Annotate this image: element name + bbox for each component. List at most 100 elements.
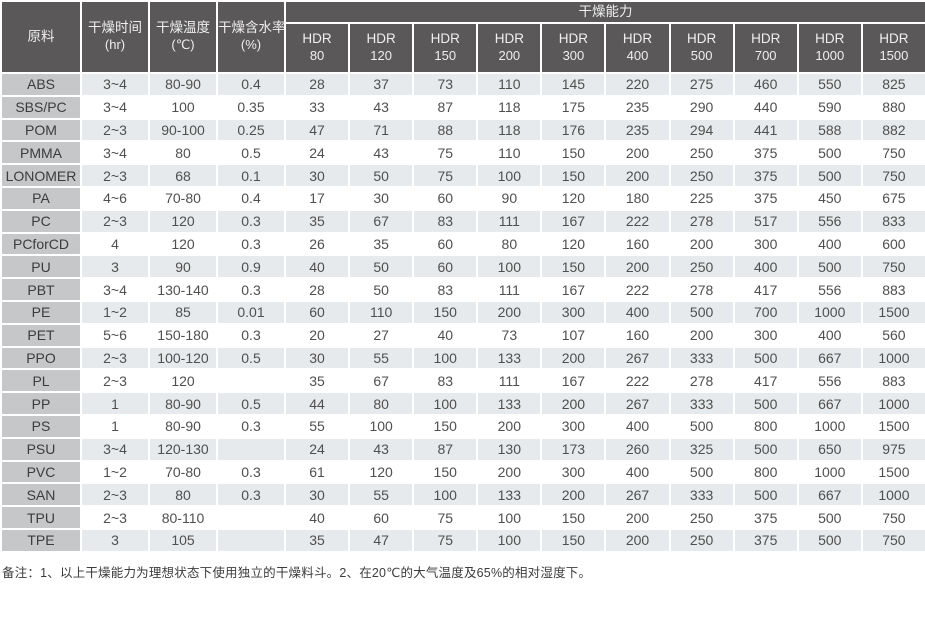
column-header-material: 原料 bbox=[0, 0, 82, 74]
drying-time-cell: 2~3 bbox=[80, 368, 150, 394]
hdr-size: 500 bbox=[690, 48, 713, 64]
material-cell: PS bbox=[0, 413, 82, 439]
capacity-cell-hdr-1500: 750 bbox=[860, 505, 925, 530]
capacity-cell-hdr-120: 55 bbox=[348, 482, 415, 508]
drying-temp-label: 干燥温度 bbox=[156, 20, 210, 36]
capacity-cell-hdr-120: 80 bbox=[348, 391, 415, 416]
hdr-label: HDR bbox=[430, 31, 460, 47]
capacity-cell-hdr-400: 220 bbox=[604, 72, 671, 97]
drying-time-cell: 3~4 bbox=[80, 140, 150, 166]
column-header-hdr-200: HDR 200 bbox=[476, 22, 543, 74]
moisture-cell: 0.01 bbox=[216, 299, 286, 325]
drying-temp-cell: 90-100 bbox=[148, 117, 218, 143]
capacity-cell-hdr-700: 440 bbox=[732, 94, 799, 120]
hdr-size: 300 bbox=[562, 48, 585, 64]
capacity-cell-hdr-500: 250 bbox=[668, 505, 735, 530]
capacity-cell-hdr-1500: 880 bbox=[860, 94, 925, 120]
capacity-cell-hdr-120: 43 bbox=[348, 94, 415, 120]
moisture-cell: 0.3 bbox=[216, 322, 286, 348]
capacity-cell-hdr-300: 167 bbox=[540, 208, 607, 234]
drying-time-cell: 2~3 bbox=[80, 345, 150, 371]
capacity-cell-hdr-120: 50 bbox=[348, 254, 415, 280]
moisture-cell bbox=[216, 368, 286, 394]
capacity-cell-hdr-120: 43 bbox=[348, 436, 415, 462]
capacity-cell-hdr-700: 375 bbox=[732, 527, 799, 553]
column-header-hdr-1500: HDR 1500 bbox=[860, 22, 925, 74]
capacity-cell-hdr-1500: 833 bbox=[860, 208, 925, 234]
capacity-cell-hdr-500: 275 bbox=[668, 72, 735, 97]
hdr-size: 80 bbox=[309, 48, 325, 64]
capacity-cell-hdr-80: 24 bbox=[283, 140, 351, 166]
moisture-cell: 0.4 bbox=[216, 72, 286, 97]
capacity-cell-hdr-200: 200 bbox=[476, 299, 543, 325]
table-row-pu: PU 3 90 0.9 40 50 60 100 150 200 250 400 500 750 bbox=[0, 254, 925, 280]
moisture-cell: 0.3 bbox=[216, 277, 286, 302]
capacity-cell-hdr-700: 375 bbox=[732, 185, 799, 211]
capacity-cell-hdr-200: 130 bbox=[476, 436, 543, 462]
capacity-cell-hdr-700: 500 bbox=[732, 391, 799, 416]
capacity-cell-hdr-150: 100 bbox=[412, 482, 479, 508]
table-row-ppo: PPO 2~3 100-120 0.5 30 55 100 133 200 267 333 500 66… bbox=[0, 345, 925, 371]
capacity-cell-hdr-500: 290 bbox=[668, 94, 735, 120]
capacity-cell-hdr-1000: 667 bbox=[796, 345, 863, 371]
table-row-tpe: TPE 3 105 35 47 75 100 150 200 250 375 500 750 bbox=[0, 527, 925, 553]
capacity-cell-hdr-1000: 590 bbox=[796, 94, 863, 120]
capacity-cell-hdr-150: 87 bbox=[412, 436, 479, 462]
drying-temp-cell: 150-180 bbox=[148, 322, 218, 348]
material-cell: ABS bbox=[0, 72, 82, 97]
moisture-cell: 0.35 bbox=[216, 94, 286, 120]
capacity-cell-hdr-80: 30 bbox=[283, 163, 351, 188]
moisture-cell: 0.1 bbox=[216, 163, 286, 188]
capacity-cell-hdr-150: 75 bbox=[412, 163, 479, 188]
drying-time-cell: 2~3 bbox=[80, 163, 150, 188]
capacity-group-header: 干燥能力 bbox=[284, 0, 925, 24]
column-header-hdr-80: HDR 80 bbox=[283, 22, 351, 74]
hdr-size: 1500 bbox=[879, 48, 909, 64]
drying-time-cell: 3 bbox=[80, 527, 150, 553]
drying-temp-cell: 120 bbox=[148, 231, 218, 257]
header-row-top: 原料 干燥时间 (hr) 干燥温度 (℃) 干燥含水率 (%) 干燥能力 bbox=[0, 0, 925, 74]
header-row-hdr-models: HDR 80 HDR 120 HDR 150 HDR 200 HDR 300 HDR 400 HDR 50… bbox=[1, 22, 925, 74]
material-cell: SAN bbox=[0, 482, 82, 508]
hdr-label: HDR bbox=[751, 31, 781, 47]
capacity-cell-hdr-700: 417 bbox=[732, 277, 799, 302]
capacity-cell-hdr-400: 260 bbox=[604, 436, 671, 462]
drying-temp-cell: 80-110 bbox=[148, 505, 218, 530]
table-row-ps: PS 1 80-90 0.3 55 100 150 200 300 400 500 800 1000 15… bbox=[0, 413, 925, 439]
capacity-cell-hdr-80: 35 bbox=[283, 208, 351, 234]
capacity-cell-hdr-80: 60 bbox=[283, 299, 351, 325]
capacity-cell-hdr-80: 35 bbox=[283, 368, 351, 394]
capacity-cell-hdr-150: 83 bbox=[412, 368, 479, 394]
material-cell: PP bbox=[0, 391, 82, 416]
material-cell: PC bbox=[0, 208, 82, 234]
hdr-size: 1000 bbox=[815, 48, 845, 64]
capacity-cell-hdr-700: 300 bbox=[732, 322, 799, 348]
drying-temp-cell: 68 bbox=[148, 163, 218, 188]
footnote: 备注：1、以上干燥能力为理想状态下使用独立的干燥料斗。2、在20℃的大气温度及6… bbox=[2, 565, 592, 580]
capacity-cell-hdr-300: 300 bbox=[540, 413, 607, 439]
capacity-cell-hdr-150: 73 bbox=[412, 72, 479, 97]
capacity-cell-hdr-80: 33 bbox=[283, 94, 351, 120]
capacity-cell-hdr-400: 180 bbox=[604, 185, 671, 211]
capacity-cell-hdr-80: 28 bbox=[283, 277, 351, 302]
capacity-cell-hdr-1500: 750 bbox=[860, 140, 925, 166]
capacity-cell-hdr-700: 500 bbox=[732, 436, 799, 462]
capacity-cell-hdr-1000: 450 bbox=[796, 185, 863, 211]
drying-time-cell: 1 bbox=[80, 413, 150, 439]
capacity-cell-hdr-400: 267 bbox=[604, 391, 671, 416]
capacity-cell-hdr-80: 30 bbox=[283, 345, 351, 371]
capacity-cell-hdr-300: 107 bbox=[540, 322, 607, 348]
capacity-cell-hdr-1000: 667 bbox=[796, 391, 863, 416]
capacity-cell-hdr-500: 294 bbox=[668, 117, 735, 143]
drying-temp-cell: 105 bbox=[148, 527, 218, 553]
capacity-cell-hdr-200: 90 bbox=[476, 185, 543, 211]
capacity-cell-hdr-1000: 500 bbox=[796, 505, 863, 530]
moisture-cell: 0.3 bbox=[216, 482, 286, 508]
capacity-cell-hdr-200: 200 bbox=[476, 413, 543, 439]
capacity-cell-hdr-200: 133 bbox=[476, 482, 543, 508]
capacity-cell-hdr-500: 333 bbox=[668, 345, 735, 371]
capacity-cell-hdr-150: 83 bbox=[412, 277, 479, 302]
table-row-pet: PET 5~6 150-180 0.3 20 27 40 73 107 160 200 300 400 5… bbox=[0, 322, 925, 348]
capacity-cell-hdr-80: 20 bbox=[283, 322, 351, 348]
capacity-cell-hdr-80: 35 bbox=[283, 527, 351, 553]
